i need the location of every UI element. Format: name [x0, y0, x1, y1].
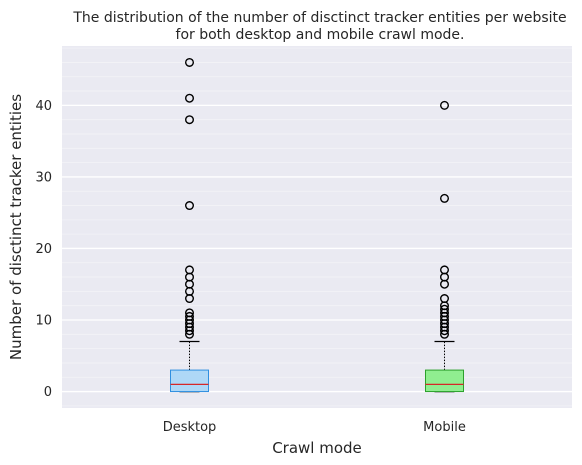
outlier-point — [184, 201, 194, 211]
box-desktop — [170, 57, 209, 393]
y-tick-label: 30 — [35, 170, 52, 185]
boxes — [170, 57, 464, 393]
box-mobile — [425, 100, 464, 393]
outlier-point — [184, 308, 194, 318]
y-tick-label: 40 — [35, 99, 52, 114]
box-iqr — [425, 369, 464, 393]
y-tick-label: 10 — [35, 314, 52, 329]
outlier-point — [184, 311, 194, 321]
y-axis-label: Number of disctinct tracker entities — [7, 94, 25, 360]
outlier-point — [440, 193, 450, 203]
box-iqr — [170, 369, 209, 393]
chart-title-line-2: for both desktop and mobile crawl mode. — [176, 27, 465, 43]
x-tick-label: Mobile — [423, 420, 466, 435]
grid-lines — [62, 47, 572, 407]
outlier-point — [184, 265, 194, 275]
outlier-point — [440, 265, 450, 275]
x-tick-label: Desktop — [163, 420, 217, 435]
outlier-point — [440, 100, 450, 110]
outlier-point — [184, 57, 194, 67]
outlier-point — [440, 294, 450, 304]
x-axis-label: Crawl mode — [272, 439, 362, 457]
outlier-point — [184, 93, 194, 103]
outlier-point — [440, 304, 450, 314]
y-tick-labels: 0 10 20 30 40 — [35, 99, 52, 400]
outlier-point — [184, 115, 194, 125]
y-tick-label: 20 — [35, 242, 52, 257]
chart-title-line-1: The distribution of the number of discti… — [72, 10, 566, 26]
x-tick-labels: Desktop Mobile — [163, 420, 466, 435]
y-tick-label: 0 — [44, 385, 52, 400]
plot-area — [62, 46, 572, 408]
